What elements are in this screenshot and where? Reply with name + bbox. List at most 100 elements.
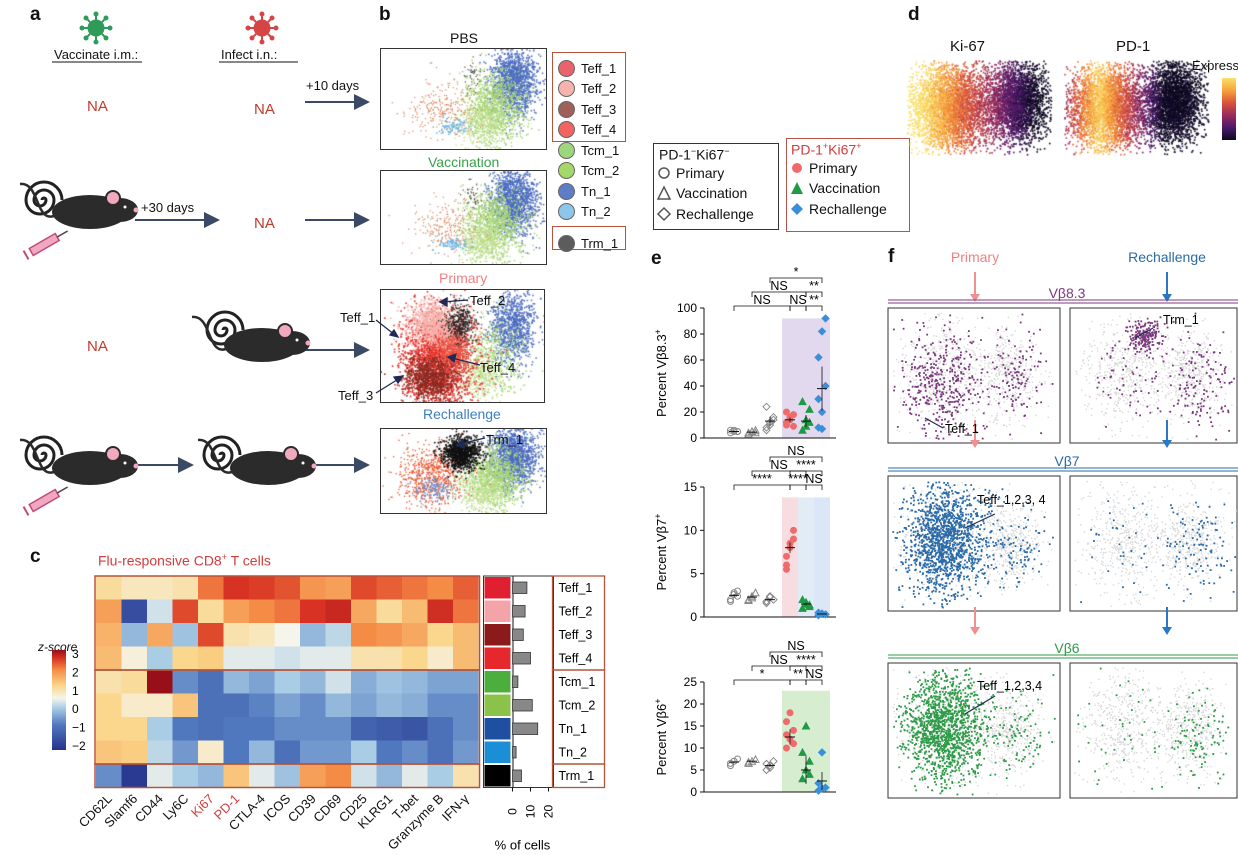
heatmap-cell bbox=[325, 670, 351, 694]
panel-f: Primary Rechallenge Vβ8.3 Vβ7 Vβ6 Trm_1 Teff_1… bbox=[887, 249, 1238, 799]
heatmap-cell bbox=[249, 646, 275, 670]
data-point bbox=[765, 420, 775, 430]
legend-swatch bbox=[558, 121, 575, 139]
data-point bbox=[751, 425, 760, 434]
virus-red-icon bbox=[245, 11, 279, 45]
percent-bar bbox=[512, 628, 524, 641]
panel-label-a: a bbox=[30, 4, 41, 25]
heatmap-cell bbox=[198, 646, 224, 670]
heatmap-cell bbox=[274, 764, 300, 788]
na-label: NA bbox=[254, 215, 275, 232]
significance-label: **** bbox=[788, 472, 808, 486]
data-point bbox=[790, 726, 797, 734]
data-point bbox=[734, 587, 741, 595]
legend-item: Teff_4 bbox=[552, 120, 642, 141]
heatmap-cell bbox=[121, 740, 147, 764]
legend-swatch bbox=[558, 234, 575, 252]
sup: + bbox=[856, 141, 862, 151]
data-point bbox=[798, 603, 807, 612]
significance-bracket bbox=[789, 665, 823, 671]
heatmap-title: Flu-responsive CD8+ T cells bbox=[98, 552, 271, 569]
percent-bar bbox=[512, 581, 528, 594]
down-arrow-icon bbox=[1162, 440, 1172, 448]
heatmap-cell bbox=[274, 717, 300, 741]
significance-label: NS bbox=[805, 667, 822, 681]
syringe-icon bbox=[22, 230, 69, 261]
heatmap-cell bbox=[402, 670, 428, 694]
row-color-swatch bbox=[484, 647, 511, 669]
heatmap-cell bbox=[453, 646, 479, 670]
data-point bbox=[783, 731, 790, 739]
zscore-tick: −1 bbox=[72, 721, 86, 735]
data-point bbox=[805, 404, 814, 413]
data-point bbox=[762, 402, 771, 412]
significance-bracket bbox=[751, 470, 807, 476]
legend-neg-primary: Primary bbox=[676, 164, 725, 181]
heatmap-cell bbox=[274, 623, 300, 647]
heatmap-col-label: CD69 bbox=[310, 791, 344, 825]
heatmap-cell bbox=[351, 717, 377, 741]
ki67-title: Ki-67 bbox=[950, 38, 986, 55]
heatmap-title-tail: T cells bbox=[226, 552, 271, 569]
down-arrow-icon bbox=[970, 440, 980, 448]
heatmap-cell bbox=[121, 693, 147, 717]
percent-bar bbox=[512, 699, 533, 712]
percent-bar bbox=[512, 769, 522, 782]
data-point bbox=[790, 526, 797, 534]
heatmap-cell bbox=[96, 576, 122, 600]
highlight-band bbox=[814, 690, 830, 792]
heatmap-cell bbox=[325, 623, 351, 647]
heatmap-cell bbox=[402, 717, 428, 741]
significance-label: ** bbox=[809, 293, 819, 307]
legend-label: Tn_1 bbox=[581, 183, 611, 199]
f-umap-points bbox=[1074, 480, 1237, 607]
heatmap-cell bbox=[249, 764, 275, 788]
data-point bbox=[783, 718, 790, 726]
down-arrow-icon bbox=[970, 294, 980, 302]
heatmap-cell bbox=[427, 646, 453, 670]
data-point bbox=[814, 353, 823, 362]
heatmap-cell bbox=[147, 740, 173, 764]
heatmap-row-label: Tcm_1 bbox=[559, 675, 596, 689]
filled-circle-icon bbox=[792, 162, 802, 173]
legend-swatch bbox=[558, 59, 575, 77]
percent-bar bbox=[512, 605, 526, 618]
heatmap-cell bbox=[249, 740, 275, 764]
heatmap-cell bbox=[198, 670, 224, 694]
heatmap-cell bbox=[300, 599, 326, 623]
panel-label-d: d bbox=[908, 4, 920, 25]
row-color-swatch bbox=[484, 694, 511, 716]
data-point bbox=[805, 769, 814, 778]
legend-label: Teff_2 bbox=[581, 81, 617, 97]
legend-swatch bbox=[558, 100, 575, 118]
f-annotation: Teff_1 bbox=[945, 422, 979, 436]
legend-neg-rechallenge: Rechallenge bbox=[676, 205, 754, 222]
heatmap-cell bbox=[172, 670, 198, 694]
syringe-icon bbox=[22, 486, 69, 517]
data-point bbox=[744, 429, 753, 438]
heatmap-col-label: IFN-γ bbox=[439, 791, 472, 824]
filled-triangle-icon bbox=[791, 182, 803, 195]
data-point bbox=[727, 759, 734, 767]
heatmap-cell bbox=[223, 670, 249, 694]
f-section-title: Vβ7 bbox=[1054, 453, 1079, 469]
bar-tick-label: 20 bbox=[542, 805, 556, 819]
heatmap-row-label: Tcm_2 bbox=[559, 699, 596, 713]
zscore-tick: 2 bbox=[72, 665, 79, 679]
heatmap-cell bbox=[453, 693, 479, 717]
heatmap-cell bbox=[427, 670, 453, 694]
heatmap-cell bbox=[96, 740, 122, 764]
f-section-title: Vβ6 bbox=[1054, 640, 1079, 656]
heatmap-row-label: Teff_4 bbox=[559, 652, 593, 666]
heatmap-cell bbox=[172, 576, 198, 600]
legend-swatch bbox=[558, 162, 575, 180]
y-tick-label: 100 bbox=[677, 301, 697, 315]
heatmap-cell bbox=[172, 740, 198, 764]
data-point bbox=[727, 426, 734, 434]
heatmap-cell bbox=[274, 576, 300, 600]
significance-label: NS bbox=[770, 458, 787, 472]
legend-label: Tcm_1 bbox=[581, 142, 620, 158]
data-point bbox=[734, 592, 741, 600]
significance-bracket bbox=[805, 679, 823, 685]
